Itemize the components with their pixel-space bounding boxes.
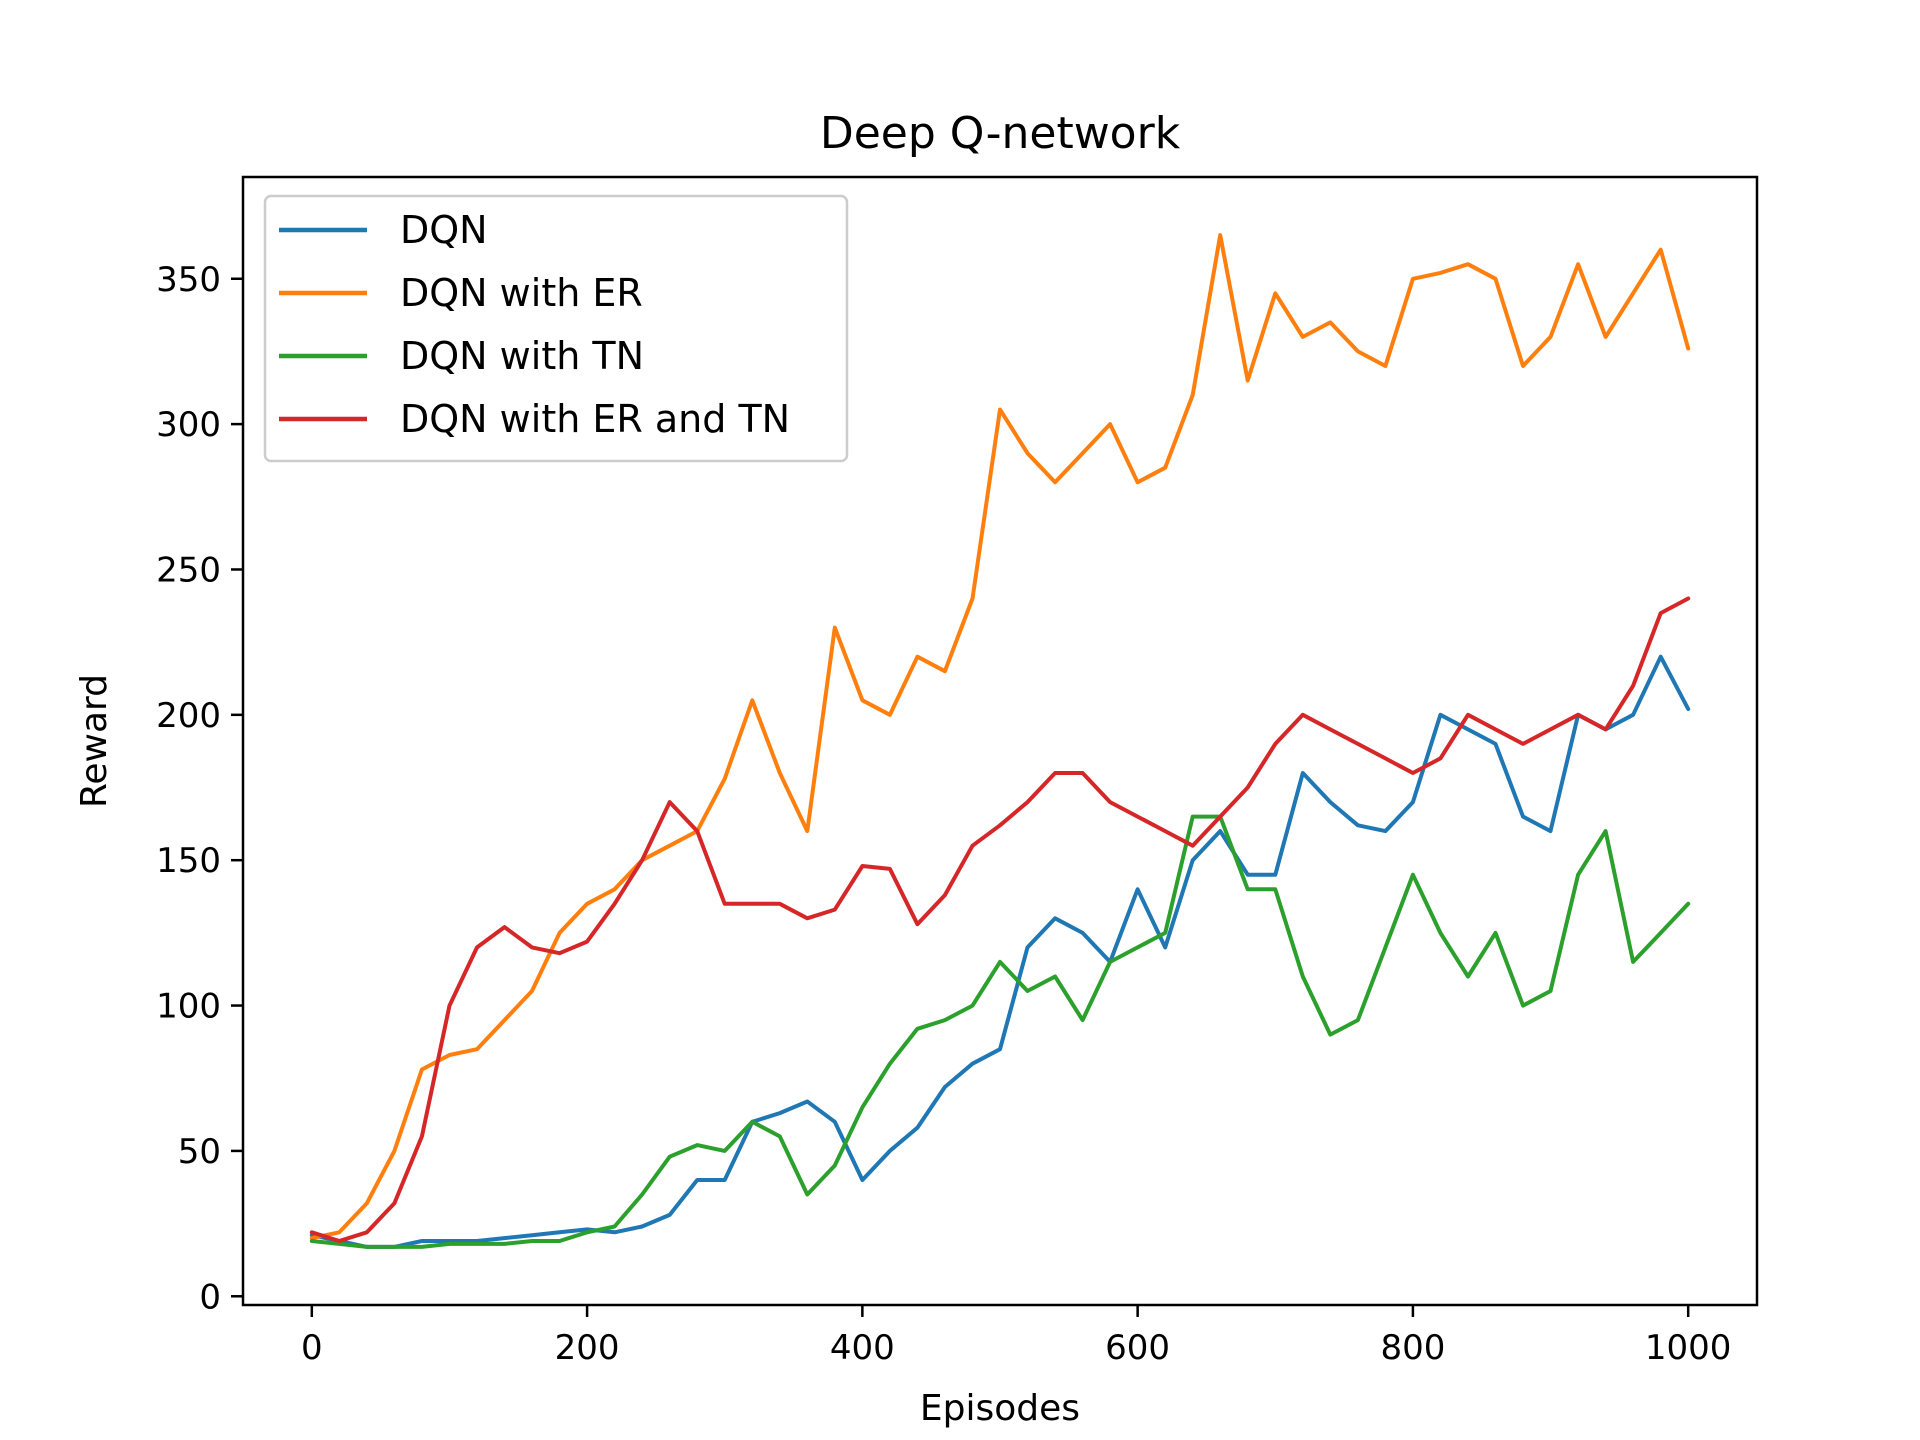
y-tick-label: 350 xyxy=(156,260,221,300)
x-axis-ticks: 0 200 400 600 800 1000 xyxy=(301,1305,1731,1368)
y-tick-label: 250 xyxy=(156,550,221,590)
y-tick-label: 100 xyxy=(156,987,221,1027)
legend-label-dqn-with-tn: DQN with TN xyxy=(400,334,644,378)
y-tick-label: 0 xyxy=(199,1277,221,1317)
series-line-dqn-with-er xyxy=(309,233,1691,1241)
series-lines xyxy=(309,233,1691,1249)
x-tick-label: 800 xyxy=(1380,1328,1445,1368)
series-line-dqn-with-er-and-tn xyxy=(309,596,1691,1243)
y-tick-label: 200 xyxy=(156,696,221,736)
y-tick-label: 300 xyxy=(156,405,221,445)
legend-label-dqn-with-er: DQN with ER xyxy=(400,271,643,315)
legend: DQN DQN with ER DQN with TN DQN with ER and… xyxy=(263,194,849,463)
x-tick-label: 600 xyxy=(1105,1328,1170,1368)
y-axis-label: Reward xyxy=(74,674,115,808)
x-axis-label: Episodes xyxy=(920,1388,1080,1429)
x-tick-label: 1000 xyxy=(1645,1328,1732,1368)
legend-label-dqn: DQN xyxy=(400,208,488,252)
series-line-dqn xyxy=(309,654,1691,1249)
x-tick-label: 0 xyxy=(301,1328,323,1368)
x-tick-label: 200 xyxy=(555,1328,620,1368)
x-tick-label: 400 xyxy=(830,1328,895,1368)
y-axis-ticks: 0 50 100 150 200 250 300 350 xyxy=(156,260,243,1317)
y-tick-label: 150 xyxy=(156,841,221,881)
y-tick-label: 50 xyxy=(178,1132,221,1172)
series-line-dqn-with-tn xyxy=(309,814,1691,1249)
legend-box xyxy=(263,194,849,463)
legend-label-dqn-with-er-and-tn: DQN with ER and TN xyxy=(400,397,790,441)
chart-title: Deep Q-network xyxy=(820,108,1181,159)
